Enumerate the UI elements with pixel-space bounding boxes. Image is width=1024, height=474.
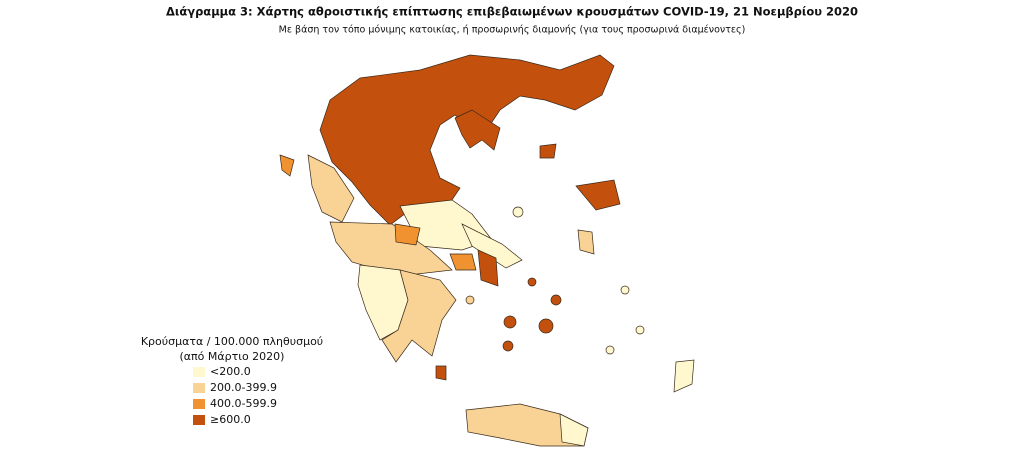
region [454,109,501,151]
legend-label: ≥600.0 [210,413,251,426]
region [559,413,589,447]
island [512,206,524,218]
legend-label: 400.0-599.9 [210,397,277,410]
region [673,359,695,393]
island [605,345,615,355]
island [502,340,514,352]
greece-map [279,54,695,447]
island [503,315,517,329]
region [307,154,355,223]
region [477,249,499,287]
legend-title: Κρούσματα / 100.000 πληθυσμού [141,335,323,348]
island [527,277,537,287]
legend-swatch [193,383,205,393]
legend-label: 200.0-399.9 [210,381,277,394]
island [620,285,630,295]
legend-swatch [193,399,205,409]
legend-subtitle: (από Μάρτιο 2020) [180,350,285,363]
region [435,365,447,381]
region [279,154,295,177]
island [635,325,645,335]
island [538,318,554,334]
island [550,294,562,306]
region [577,229,595,255]
region [394,223,421,246]
region [449,253,477,271]
region [461,223,523,269]
island [465,295,475,305]
legend-swatch [193,415,205,425]
legend-swatch [193,367,205,377]
legend: <200.0 200.0-399.9 400.0-599.9 ≥600.0 [193,365,277,426]
legend-label: <200.0 [210,365,251,378]
region [539,143,557,159]
subtitle: Με βάση τον τόπο μόνιμης κατοικίας, ή πρ… [279,25,746,36]
region [381,269,457,363]
region [575,179,621,211]
title: Διάγραμμα 3: Χάρτης αθροιστικής επίπτωση… [166,5,858,19]
